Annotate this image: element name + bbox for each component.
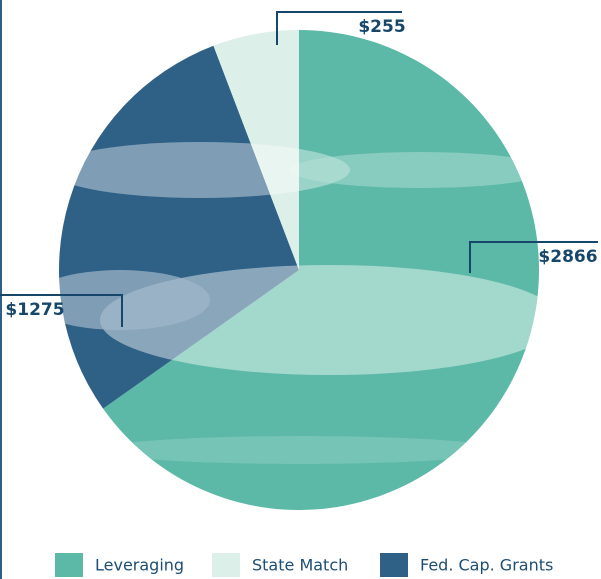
leader-line — [469, 241, 598, 273]
pie-slice — [58, 45, 299, 409]
leader-line — [0, 294, 123, 327]
value-label: $2866 — [538, 247, 597, 267]
pie-slice — [213, 30, 299, 270]
legend-label: Leveraging — [95, 556, 184, 575]
legend-label: State Match — [252, 556, 348, 575]
value-label: $255 — [358, 17, 405, 37]
leader-line — [276, 11, 402, 45]
pie — [58, 30, 539, 511]
pie-slice — [103, 30, 539, 511]
value-labels: $2866 $1275 $255 — [0, 11, 598, 327]
legend-swatch — [212, 553, 240, 577]
legend-swatch — [380, 553, 408, 577]
legend-swatch — [55, 553, 83, 577]
wave-texture — [59, 142, 539, 464]
legend-label: Fed. Cap. Grants — [420, 556, 553, 575]
legend: Leveraging State Match Fed. Cap. Grants — [55, 553, 553, 577]
value-label: $1275 — [5, 300, 64, 320]
